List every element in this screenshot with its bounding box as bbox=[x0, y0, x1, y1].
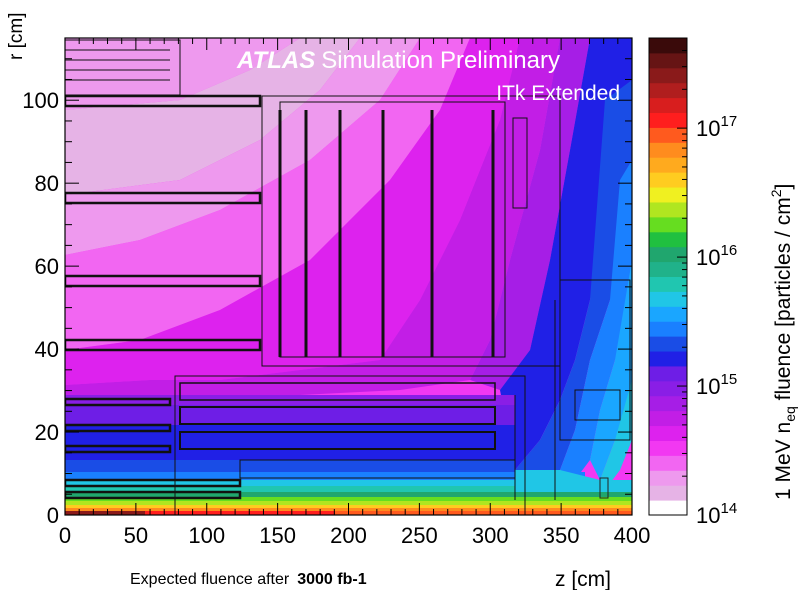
x-tick-label: 50 bbox=[124, 523, 148, 548]
colorbar-tick-label: 1015 bbox=[696, 371, 737, 399]
note-lumi: 3000 fb-1 bbox=[297, 571, 366, 588]
colorbar-segment bbox=[649, 216, 687, 233]
chart-title: ATLAS Simulation Preliminary bbox=[236, 47, 560, 74]
x-tick-label: 350 bbox=[543, 523, 580, 548]
colorbar-segment bbox=[649, 246, 687, 263]
cb-label-end: ] bbox=[772, 184, 795, 190]
x-tick-label: 0 bbox=[59, 523, 71, 548]
colorbar-segment bbox=[649, 500, 687, 516]
colorbar-segment bbox=[649, 112, 687, 128]
colorbar-segment bbox=[649, 82, 687, 99]
detector-geometry-overlay bbox=[65, 39, 631, 515]
colorbar-segment bbox=[649, 440, 687, 456]
colorbar-segment bbox=[649, 485, 687, 501]
x-tick-label: 200 bbox=[330, 523, 367, 548]
colorbar-ticks: 1014 1015 1016 1017 bbox=[677, 37, 737, 528]
colorbar-segment bbox=[649, 395, 687, 412]
colorbar-segment bbox=[649, 231, 687, 248]
y-tick-label: 20 bbox=[35, 420, 59, 445]
colorbar-segment bbox=[649, 306, 687, 322]
x-tick-label: 400 bbox=[614, 523, 651, 548]
colorbar-segment bbox=[649, 321, 687, 337]
y-axis-label: r [cm] bbox=[6, 13, 27, 61]
x-tick-label: 250 bbox=[401, 523, 438, 548]
colorbar-segment bbox=[649, 410, 687, 427]
colorbar-segment bbox=[649, 261, 687, 277]
colorbar-segment bbox=[649, 67, 687, 84]
colorbar-segment bbox=[649, 380, 687, 397]
colorbar-segment bbox=[649, 52, 687, 69]
cb-label-sub: eq bbox=[782, 406, 798, 422]
colorbar-frame bbox=[648, 37, 688, 516]
colorbar-tick-label: 1014 bbox=[696, 500, 737, 528]
colorbar-segment bbox=[649, 470, 687, 486]
colorbar-segment bbox=[649, 157, 687, 173]
y-tick-label: 0 bbox=[47, 503, 59, 528]
x-axis: 0 50 100 150 200 250 300 350 400 bbox=[59, 38, 650, 548]
note-text: Expected fluence after bbox=[130, 571, 290, 588]
chart-subtitle: ITk Extended bbox=[496, 82, 620, 105]
colorbar-tick-label: 1016 bbox=[696, 242, 737, 270]
colorbar-segment bbox=[649, 351, 687, 367]
title-experiment: ATLAS bbox=[236, 47, 315, 74]
x-axis-label: z [cm] bbox=[555, 568, 611, 590]
colorbar-segment bbox=[649, 38, 687, 54]
colorbar-segment bbox=[649, 201, 687, 218]
x-tick-label: 300 bbox=[472, 523, 509, 548]
colorbar-segment bbox=[649, 97, 687, 114]
fluence-note: Expected fluence after 3000 fb-1 bbox=[130, 571, 367, 588]
colorbar-segment bbox=[649, 172, 687, 188]
title-rest: Simulation Preliminary bbox=[321, 47, 560, 74]
colorbar-label: 1 MeV neq fluence [particles / cm2] bbox=[768, 184, 798, 500]
colorbar-segment bbox=[649, 455, 687, 471]
colorbar-segment bbox=[649, 365, 687, 382]
colorbar-segment bbox=[649, 142, 687, 158]
cb-label-prefix: 1 MeV n bbox=[772, 422, 795, 500]
y-tick-label: 100 bbox=[22, 88, 59, 113]
colorbar-segment bbox=[649, 127, 687, 143]
cb-label-suffix: fluence [particles / cm bbox=[772, 197, 795, 406]
colorbar bbox=[649, 38, 687, 516]
colorbar-segment bbox=[649, 276, 687, 292]
x-tick-label: 100 bbox=[188, 523, 225, 548]
colorbar-segment bbox=[649, 187, 687, 203]
y-axis: 0 20 40 60 80 100 bbox=[22, 58, 632, 528]
colorbar-segment bbox=[649, 425, 687, 441]
colorbar-tick-label: 1017 bbox=[696, 113, 737, 141]
colorbar-segment bbox=[649, 336, 687, 352]
x-tick-label: 150 bbox=[259, 523, 296, 548]
y-tick-label: 80 bbox=[35, 171, 59, 196]
y-tick-label: 40 bbox=[35, 337, 59, 362]
cb-label-sup: 2 bbox=[768, 189, 784, 197]
colorbar-segment bbox=[649, 291, 687, 307]
y-tick-label: 60 bbox=[35, 254, 59, 279]
